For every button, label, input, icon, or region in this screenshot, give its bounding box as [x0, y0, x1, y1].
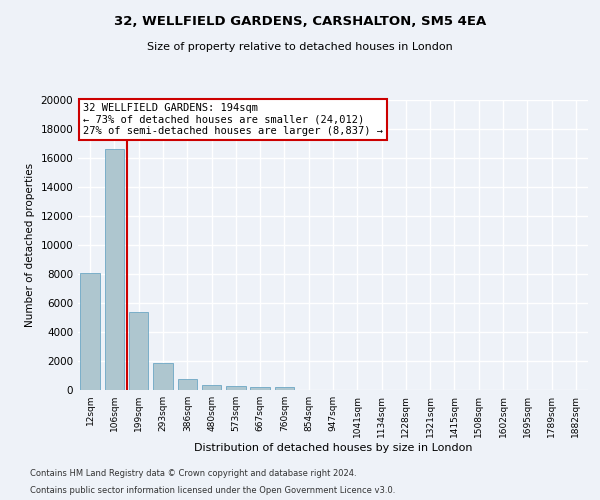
X-axis label: Distribution of detached houses by size in London: Distribution of detached houses by size … [194, 442, 472, 452]
Bar [129, 312, 148, 390]
Bar [202, 385, 221, 390]
Text: Contains public sector information licensed under the Open Government Licence v3: Contains public sector information licen… [30, 486, 395, 495]
Bar [226, 386, 245, 390]
Text: 32, WELLFIELD GARDENS, CARSHALTON, SM5 4EA: 32, WELLFIELD GARDENS, CARSHALTON, SM5 4… [114, 15, 486, 28]
Y-axis label: Number of detached properties: Number of detached properties [25, 163, 35, 327]
Bar [178, 378, 197, 390]
Bar [80, 272, 100, 390]
Text: Contains HM Land Registry data © Crown copyright and database right 2024.: Contains HM Land Registry data © Crown c… [30, 468, 356, 477]
Text: Size of property relative to detached houses in London: Size of property relative to detached ho… [147, 42, 453, 52]
Bar [153, 363, 173, 390]
Bar [250, 387, 270, 390]
Bar [275, 387, 294, 390]
Text: 32 WELLFIELD GARDENS: 194sqm
← 73% of detached houses are smaller (24,012)
27% o: 32 WELLFIELD GARDENS: 194sqm ← 73% of de… [83, 103, 383, 136]
Bar [105, 150, 124, 390]
